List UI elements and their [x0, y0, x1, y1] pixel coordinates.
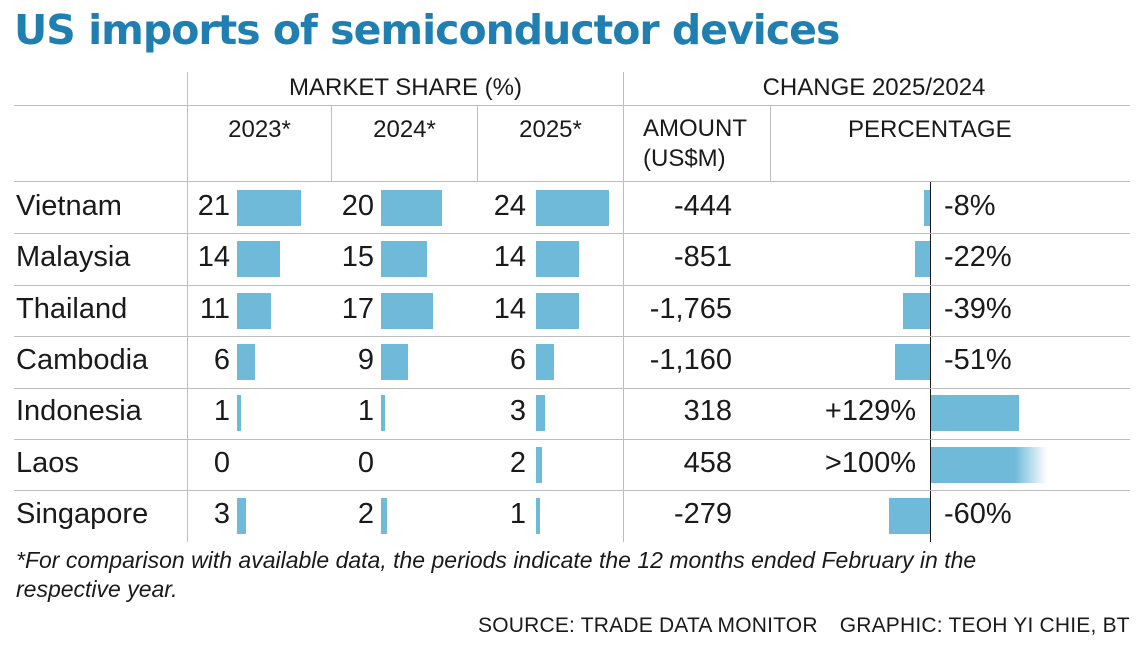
- share-bar-2024: [381, 343, 409, 380]
- percentage-bar: [915, 241, 930, 278]
- share-value-2024: 9: [357, 343, 374, 376]
- share-value-2025: 3: [509, 395, 526, 428]
- country-label: Cambodia: [16, 343, 149, 376]
- divider-country: [187, 72, 188, 542]
- share-value-2024: 17: [341, 292, 374, 325]
- header-percentage: PERCENTAGE: [848, 116, 1012, 143]
- header-2024: 2024*: [373, 116, 436, 143]
- share-bar-2023: [237, 189, 302, 226]
- share-bar-2025: [536, 395, 546, 432]
- graphic-credit: GRAPHIC: TEOH YI CHIE, BT: [839, 614, 1130, 637]
- share-bar-2023: [237, 343, 256, 380]
- share-bar-2024: [381, 189, 442, 226]
- share-bar-2024: [381, 395, 385, 432]
- row-divider: [14, 284, 1130, 286]
- source-text: SOURCE: TRADE DATA MONITOR: [478, 614, 818, 637]
- divider-2024: [331, 106, 332, 181]
- chart-title: US imports of semiconductor devices: [14, 6, 840, 54]
- header-amount-line2: (US$M): [643, 145, 726, 172]
- share-bar-2023: [237, 292, 271, 329]
- share-value-2025: 1: [509, 498, 526, 531]
- amount-value: -444: [673, 189, 732, 222]
- share-value-2023: 0: [213, 446, 230, 479]
- amount-value: -279: [673, 498, 732, 531]
- header-2025: 2025*: [519, 116, 582, 143]
- country-label: Malaysia: [16, 241, 131, 274]
- row-divider: [14, 336, 1130, 338]
- amount-value: -1,160: [649, 343, 732, 376]
- share-bar-2025: [536, 241, 579, 278]
- divider-2025: [477, 106, 478, 181]
- share-value-2024: 1: [357, 395, 374, 428]
- share-bar-2025: [536, 292, 579, 329]
- share-value-2025: 14: [493, 241, 526, 274]
- row-divider: [14, 490, 1130, 492]
- header-amount-line1: AMOUNT: [643, 115, 747, 142]
- share-bar-2025: [536, 498, 540, 535]
- share-bar-2024: [381, 241, 427, 278]
- amount-value: -1,765: [649, 292, 732, 325]
- share-bar-2023: [237, 241, 280, 278]
- percentage-label: +129%: [824, 395, 916, 428]
- percentage-zero-axis: [930, 182, 931, 542]
- footnote: *For comparison with available data, the…: [16, 547, 977, 602]
- percentage-bar: [903, 292, 930, 329]
- share-bar-2024: [381, 498, 388, 535]
- header-market-share: MARKET SHARE (%): [289, 74, 522, 101]
- header-rule-bottom: [14, 181, 1130, 182]
- share-value-2025: 2: [509, 446, 526, 479]
- percentage-label: -51%: [944, 343, 1012, 376]
- share-bar-2024: [381, 292, 433, 329]
- source-line: SOURCE: TRADE DATA MONITOR GRAPHIC: TEOH …: [478, 614, 1130, 638]
- share-value-2025: 24: [493, 189, 526, 222]
- percentage-bar: [889, 498, 930, 535]
- country-label: Indonesia: [16, 395, 142, 428]
- percentage-label: -39%: [944, 292, 1012, 325]
- share-bar-2025: [536, 446, 543, 483]
- percentage-label: >100%: [824, 446, 916, 479]
- share-value-2024: 0: [357, 446, 374, 479]
- share-value-2024: 2: [357, 498, 374, 531]
- share-value-2024: 20: [341, 189, 374, 222]
- country-label: Thailand: [16, 292, 128, 325]
- country-label: Vietnam: [16, 189, 122, 222]
- share-value-2023: 11: [199, 292, 230, 325]
- amount-value: 458: [683, 446, 732, 479]
- share-value-2025: 14: [493, 292, 526, 325]
- row-divider: [14, 233, 1130, 235]
- share-bar-2025: [536, 189, 610, 226]
- country-label: Laos: [16, 446, 79, 479]
- percentage-bar: [924, 189, 930, 226]
- row-divider: [14, 439, 1130, 440]
- share-bar-2025: [536, 343, 555, 380]
- percentage-bar: [895, 343, 930, 380]
- divider-percentage: [770, 106, 771, 181]
- divider-change: [623, 72, 624, 542]
- percentage-label: -22%: [944, 241, 1012, 274]
- share-value-2025: 6: [509, 343, 526, 376]
- share-bar-2023: [237, 395, 241, 432]
- amount-value: -851: [673, 241, 732, 274]
- share-value-2024: 15: [341, 241, 374, 274]
- share-value-2023: 1: [213, 395, 230, 428]
- percentage-bar: [931, 446, 1047, 483]
- share-bar-2023: [237, 498, 247, 535]
- header-change: CHANGE 2025/2024: [762, 74, 986, 101]
- header-amount: AMOUNT (US$M): [643, 114, 747, 174]
- share-value-2023: 6: [213, 343, 230, 376]
- header-rule-top: [14, 105, 1130, 106]
- percentage-label: -8%: [944, 189, 996, 222]
- share-value-2023: 14: [197, 241, 230, 274]
- share-value-2023: 3: [213, 498, 230, 531]
- header-2023: 2023*: [228, 116, 291, 143]
- percentage-bar: [931, 395, 1019, 432]
- amount-value: 318: [683, 395, 732, 428]
- percentage-label: -60%: [944, 498, 1012, 531]
- share-value-2023: 21: [197, 189, 230, 222]
- country-label: Singapore: [16, 498, 149, 531]
- row-divider: [14, 387, 1130, 389]
